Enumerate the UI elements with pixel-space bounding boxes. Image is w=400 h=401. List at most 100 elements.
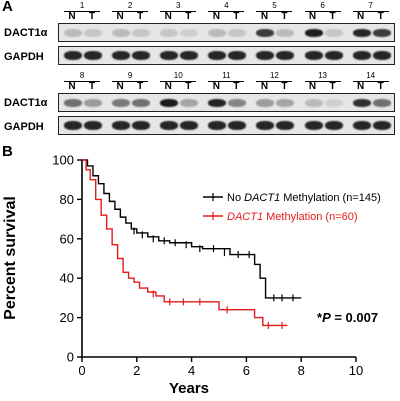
dact-band xyxy=(112,98,131,107)
dact-band xyxy=(160,28,179,37)
dact-band xyxy=(180,28,199,37)
lane-underline xyxy=(160,81,197,82)
y-tick-label: 20 xyxy=(60,310,74,325)
gapdh-band xyxy=(208,51,227,60)
gapdh-band xyxy=(160,51,179,60)
dact-band xyxy=(180,98,199,107)
normal-label: N xyxy=(357,11,365,22)
normal-label: N xyxy=(308,81,317,92)
dact-band xyxy=(64,28,83,37)
tumor-label: T xyxy=(377,81,384,92)
gapdh-band xyxy=(112,121,131,130)
dact-band xyxy=(132,28,151,37)
gapdh-band xyxy=(352,121,371,130)
chart-axes xyxy=(81,160,356,358)
dact-blot xyxy=(58,93,395,112)
gapdh-band xyxy=(276,51,295,60)
x-axis-label: Years xyxy=(169,380,209,397)
lane-number: 12 xyxy=(269,71,279,80)
survival-curve-no-methylation xyxy=(82,159,302,299)
gapdh-band xyxy=(324,51,343,60)
gapdh-band xyxy=(132,51,151,60)
x-tick-label: 6 xyxy=(243,363,250,378)
panel-b-letter: B xyxy=(2,143,13,160)
dact-band xyxy=(276,98,295,107)
lane-underline xyxy=(112,11,149,12)
dact-band xyxy=(132,98,151,107)
dact-band xyxy=(112,28,131,37)
gapdh-band xyxy=(132,121,151,130)
dact-band xyxy=(256,98,275,107)
y-tick-label: 40 xyxy=(60,271,74,286)
y-axis-label: Percent survival xyxy=(2,196,19,320)
legend-entry: No DACT1 Methylation (n=145) xyxy=(227,192,381,204)
lane-number: 13 xyxy=(318,71,327,80)
lane-underline xyxy=(208,81,245,82)
lane-underline xyxy=(208,11,245,12)
x-tick-label: 2 xyxy=(133,363,140,378)
lane-number: 9 xyxy=(127,71,133,80)
lane-underline xyxy=(160,11,197,12)
gapdh-band xyxy=(208,121,227,130)
gapdh-band xyxy=(256,51,275,60)
lane-number: 6 xyxy=(320,1,325,10)
tumor-label: T xyxy=(137,81,144,92)
lane-number: 1 xyxy=(79,1,85,10)
legend-entry: DACT1 Methylation (n=60) xyxy=(227,211,358,223)
lane-number: 7 xyxy=(368,1,373,10)
dact-band xyxy=(228,28,247,37)
lane-underline xyxy=(256,11,293,12)
lane-number: 8 xyxy=(79,71,85,80)
legend: No DACT1 Methylation (n=145) DACT1 Methyl… xyxy=(203,192,381,223)
dact-band xyxy=(64,98,83,107)
dact-band xyxy=(304,28,323,37)
dact-band xyxy=(276,28,295,37)
normal-label: N xyxy=(116,11,124,22)
tumor-label: T xyxy=(88,81,96,92)
dact-band xyxy=(84,98,103,107)
survival-curves xyxy=(82,159,302,329)
dact-band xyxy=(208,28,227,37)
gapdh-band xyxy=(84,121,103,130)
dact1-label: DACT1α xyxy=(4,97,48,109)
tumor-label: T xyxy=(329,11,336,22)
y-tick-label: 0 xyxy=(67,350,74,365)
normal-label: N xyxy=(357,81,365,92)
dact-blot xyxy=(58,23,395,42)
dact-band xyxy=(256,28,275,37)
gapdh-blot xyxy=(58,46,395,65)
dact-band xyxy=(304,98,323,107)
gapdh-band xyxy=(228,121,247,130)
gapdh-band xyxy=(64,121,83,130)
x-tick-label: 10 xyxy=(349,363,363,378)
tumor-label: T xyxy=(137,11,144,22)
y-tick-label: 100 xyxy=(52,153,74,168)
lane-underline xyxy=(64,11,101,12)
dact-band xyxy=(352,28,371,37)
normal-label: N xyxy=(164,11,172,22)
lane-underline xyxy=(64,81,101,82)
gapdh-band xyxy=(324,121,343,130)
normal-label: N xyxy=(164,81,172,92)
x-tick-label: 8 xyxy=(298,363,305,378)
lane-underline xyxy=(352,11,389,12)
dact-band xyxy=(352,98,371,107)
dact-band xyxy=(228,98,247,107)
lane-number: 2 xyxy=(127,1,133,10)
gapdh-band xyxy=(276,121,295,130)
dact1-label: DACT1α xyxy=(4,27,48,39)
tumor-label: T xyxy=(281,81,288,92)
p-value-annotation: *P = 0.007 xyxy=(317,310,378,325)
gapdh-label: GAPDH xyxy=(4,121,44,133)
gapdh-band xyxy=(160,121,179,130)
gapdh-band xyxy=(304,121,323,130)
dact-band xyxy=(208,98,227,107)
gapdh-band xyxy=(112,51,131,60)
normal-label: N xyxy=(212,81,220,92)
y-tick-label: 80 xyxy=(60,192,74,207)
gapdh-band xyxy=(372,51,391,60)
normal-label: N xyxy=(260,81,269,92)
gapdh-band xyxy=(228,51,247,60)
tumor-label: T xyxy=(377,11,384,22)
panel-a-letter: A xyxy=(2,0,13,15)
